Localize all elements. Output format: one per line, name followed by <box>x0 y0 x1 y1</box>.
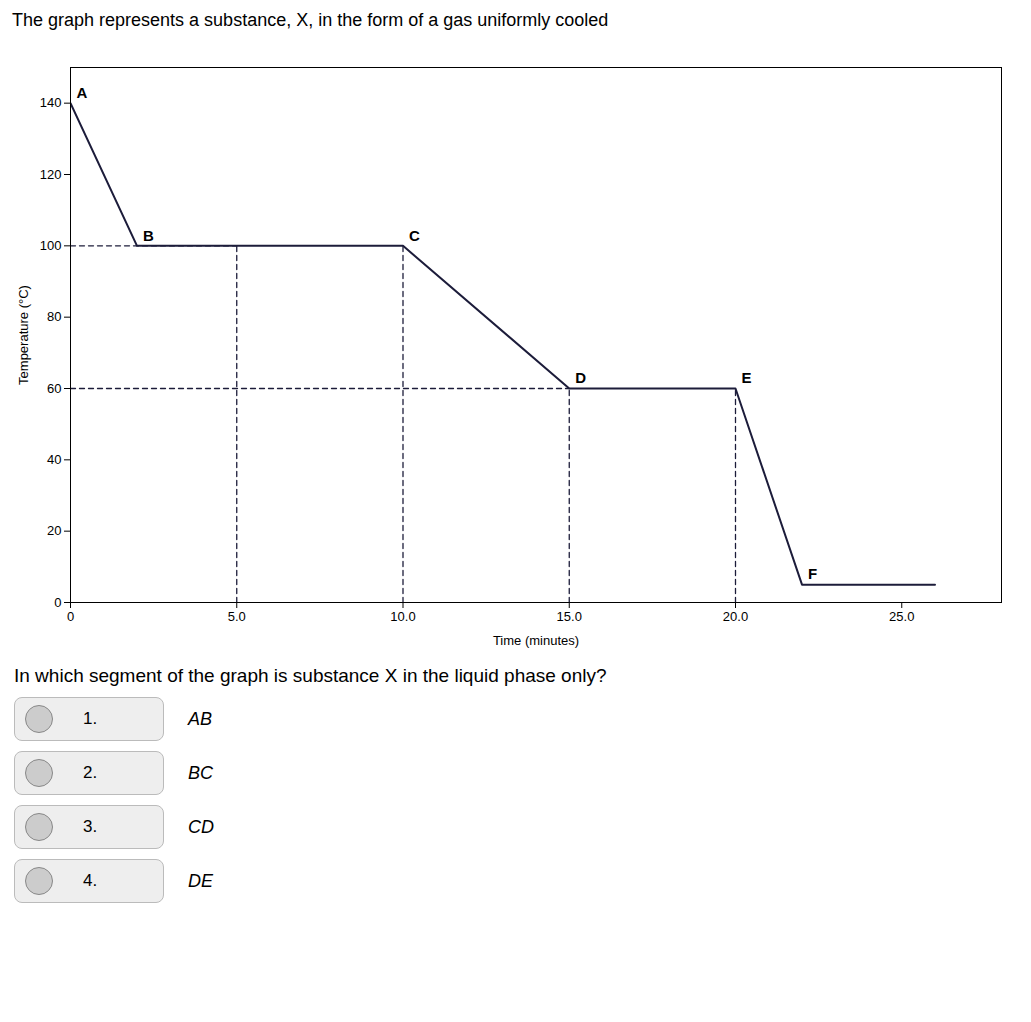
svg-text:20: 20 <box>47 523 61 538</box>
svg-text:0: 0 <box>54 595 61 610</box>
svg-text:Time (minutes): Time (minutes) <box>493 633 579 648</box>
html-text:AB: AB <box>188 708 212 729</box>
svg-text:A: A <box>77 84 88 101</box>
svg-text:Temperature (°C): Temperature (°C) <box>16 285 31 385</box>
svg-text:C: C <box>409 227 420 244</box>
svg-text:60: 60 <box>47 381 61 396</box>
svg-text:F: F <box>808 565 817 582</box>
html-text:3.: 3. <box>83 817 98 836</box>
html-text:In which segment of the graph: In which segment of the graph is substan… <box>14 665 607 686</box>
svg-text:40: 40 <box>47 452 61 467</box>
svg-text:120: 120 <box>40 167 62 182</box>
html-text:DE: DE <box>188 870 213 891</box>
html-text:4.: 4. <box>83 871 98 890</box>
svg-text:80: 80 <box>47 309 61 324</box>
svg-text:0: 0 <box>67 609 74 624</box>
html-text:The graph represents a substan: The graph represents a substance, X, in … <box>12 10 609 30</box>
svg-text:D: D <box>575 369 586 386</box>
svg-text:5.0: 5.0 <box>228 609 246 624</box>
svg-text:100: 100 <box>40 238 62 253</box>
html-text:1.: 1. <box>83 709 98 728</box>
svg-text:B: B <box>143 227 154 244</box>
svg-text:20.0: 20.0 <box>723 609 748 624</box>
html-text:CD: CD <box>188 816 214 837</box>
svg-text:10.0: 10.0 <box>390 609 415 624</box>
html-text:2.: 2. <box>83 763 98 782</box>
svg-text:E: E <box>742 369 752 386</box>
svg-text:140: 140 <box>40 95 62 110</box>
html-text:BC: BC <box>188 762 213 783</box>
svg-text:15.0: 15.0 <box>557 609 582 624</box>
svg-text:25.0: 25.0 <box>889 609 914 624</box>
